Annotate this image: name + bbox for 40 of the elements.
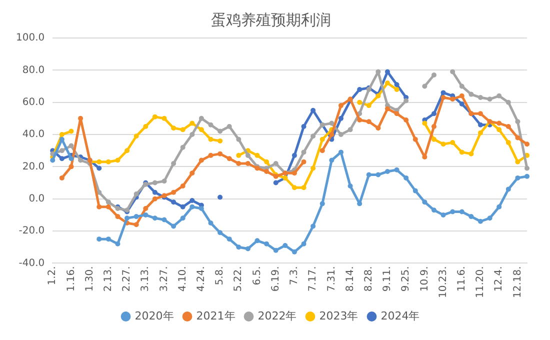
y-tick-label: 100.0 [16,32,45,44]
x-tick-label: 8.28. [363,266,374,292]
x-tick-label: 5.8. [214,266,226,286]
x-tick-label: 3.13. [140,266,152,292]
x-tick-label: 4.10. [177,266,188,292]
x-tick-label: 6.5. [252,266,263,286]
x-tick-label: 1.16. [66,266,77,292]
y-tick-label: 40.0 [22,129,45,140]
x-tick-label: 2.13. [103,266,114,292]
x-tick-label: 12.4. [494,266,505,292]
x-tick-label: 7.3. [289,266,300,286]
x-tick-label: 7.31. [326,266,338,292]
y-tick-label: 60.0 [22,96,45,108]
y-tick-label: -40.0 [18,258,45,269]
chart-title: 蛋鸡养殖预期利润 [211,10,331,29]
x-tick-label: 1.30. [84,266,96,292]
x-tick-label: 3.27. [158,266,170,292]
y-tick-label: -20.0 [18,226,45,237]
legend-label: 2023年 [319,309,358,322]
x-tick-label: 9.25. [400,266,412,292]
x-tick-label: 2.27. [122,266,133,292]
y-tick-label: 20.0 [22,161,45,172]
y-tick-label: 80.0 [22,64,45,76]
legend-label: 2021年 [196,309,236,322]
x-tick-label: 10.9. [419,266,430,292]
legend-label: 2022年 [258,309,297,322]
x-tick-label: 11.6. [456,266,468,292]
y-tick-label: 0.0 [28,193,45,204]
x-tick-label: 4.24. [196,266,208,292]
legend-label: 2020年 [134,309,174,322]
x-tick-label: 6.19. [270,266,282,292]
x-tick-label: 9.11. [382,266,394,292]
x-tick-label: 11.20. [475,266,486,298]
legend-label: 2024年 [380,309,420,322]
x-tick-label: 10.23. [438,266,449,298]
x-tick-label: 12.18. [512,266,524,298]
x-tick-label: 8.14. [344,266,356,292]
x-tick-label: 1.2. [47,266,58,286]
x-tick-label: 5.22. [233,266,244,292]
x-tick-label: 7.17. [308,266,319,292]
